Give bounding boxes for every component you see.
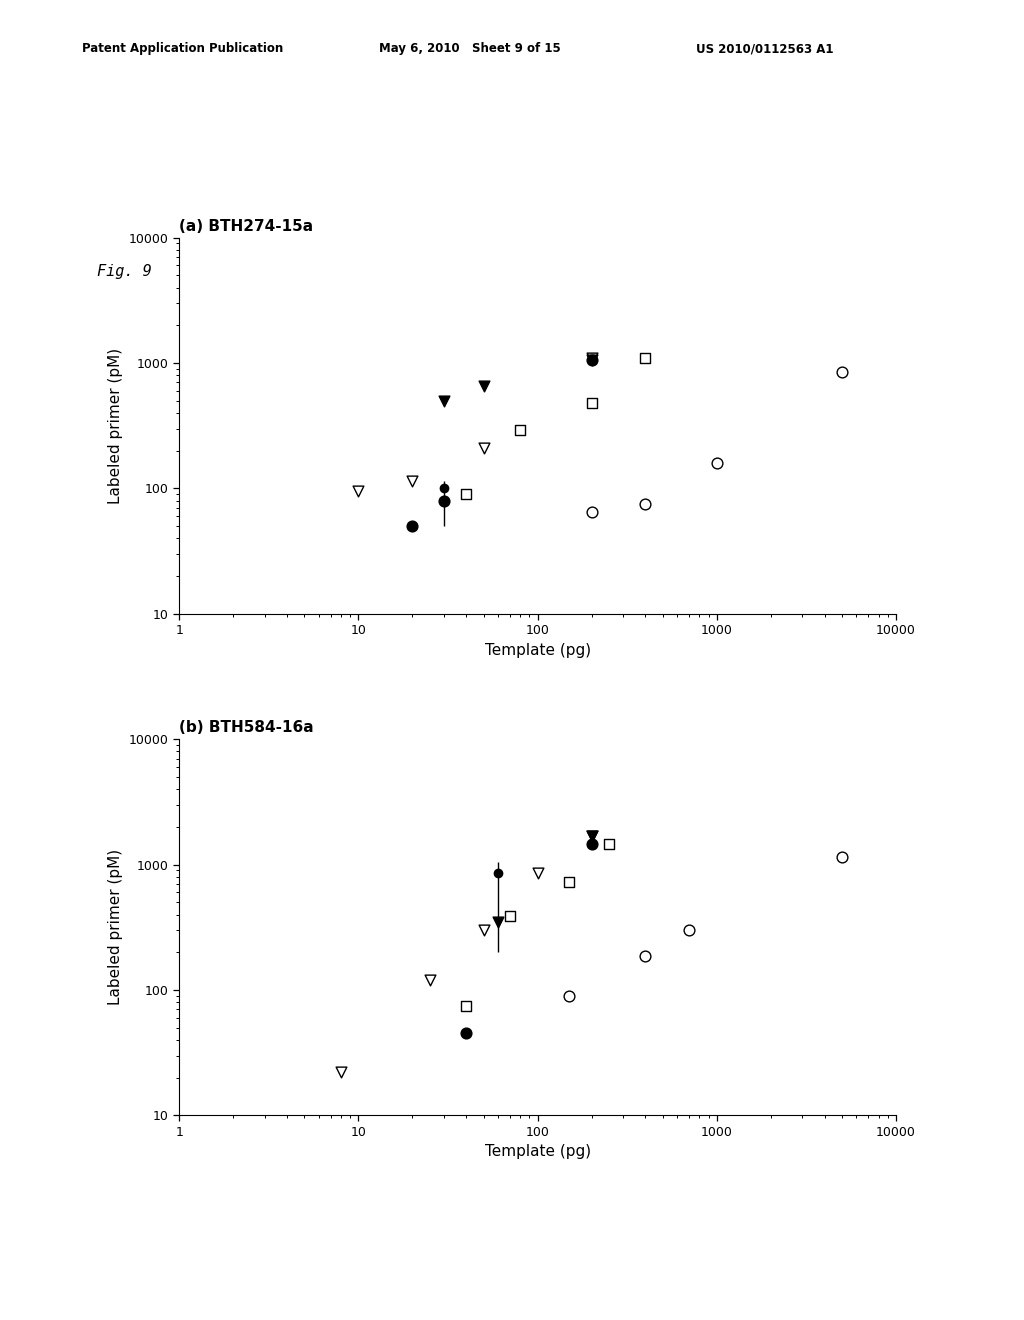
Y-axis label: Labeled primer (pM): Labeled primer (pM) <box>109 347 123 504</box>
Point <box>502 906 518 927</box>
Point <box>584 825 600 846</box>
Text: (b) BTH584-16a: (b) BTH584-16a <box>179 721 313 735</box>
Text: (a) BTH274-15a: (a) BTH274-15a <box>179 219 313 234</box>
Point <box>475 437 492 458</box>
Point <box>458 1023 474 1044</box>
Point <box>584 350 600 371</box>
Point <box>404 470 421 491</box>
Text: Patent Application Publication: Patent Application Publication <box>82 42 284 55</box>
Point <box>709 453 725 474</box>
Point <box>435 391 452 412</box>
Point <box>637 347 653 368</box>
X-axis label: Template (pg): Template (pg) <box>484 1144 591 1159</box>
Point <box>637 946 653 968</box>
Point <box>489 911 506 932</box>
Point <box>475 920 492 941</box>
X-axis label: Template (pg): Template (pg) <box>484 643 591 657</box>
Point <box>512 420 528 441</box>
Point <box>584 834 600 855</box>
Point <box>404 516 421 537</box>
Text: US 2010/0112563 A1: US 2010/0112563 A1 <box>696 42 834 55</box>
Point <box>458 483 474 504</box>
Point <box>350 480 367 502</box>
Point <box>435 490 452 511</box>
Text: Fig. 9: Fig. 9 <box>97 264 152 279</box>
Point <box>637 494 653 515</box>
Point <box>529 863 546 884</box>
Point <box>601 834 617 855</box>
Point <box>584 347 600 368</box>
Y-axis label: Labeled primer (pM): Labeled primer (pM) <box>109 849 123 1006</box>
Point <box>422 969 438 990</box>
Point <box>561 873 578 894</box>
Point <box>834 362 850 383</box>
Point <box>584 502 600 523</box>
Point <box>584 350 600 371</box>
Point <box>333 1061 349 1082</box>
Point <box>458 995 474 1016</box>
Point <box>584 825 600 846</box>
Point <box>561 985 578 1006</box>
Text: May 6, 2010   Sheet 9 of 15: May 6, 2010 Sheet 9 of 15 <box>379 42 560 55</box>
Point <box>475 376 492 397</box>
Point <box>834 846 850 867</box>
Point <box>681 920 697 941</box>
Point <box>584 392 600 413</box>
